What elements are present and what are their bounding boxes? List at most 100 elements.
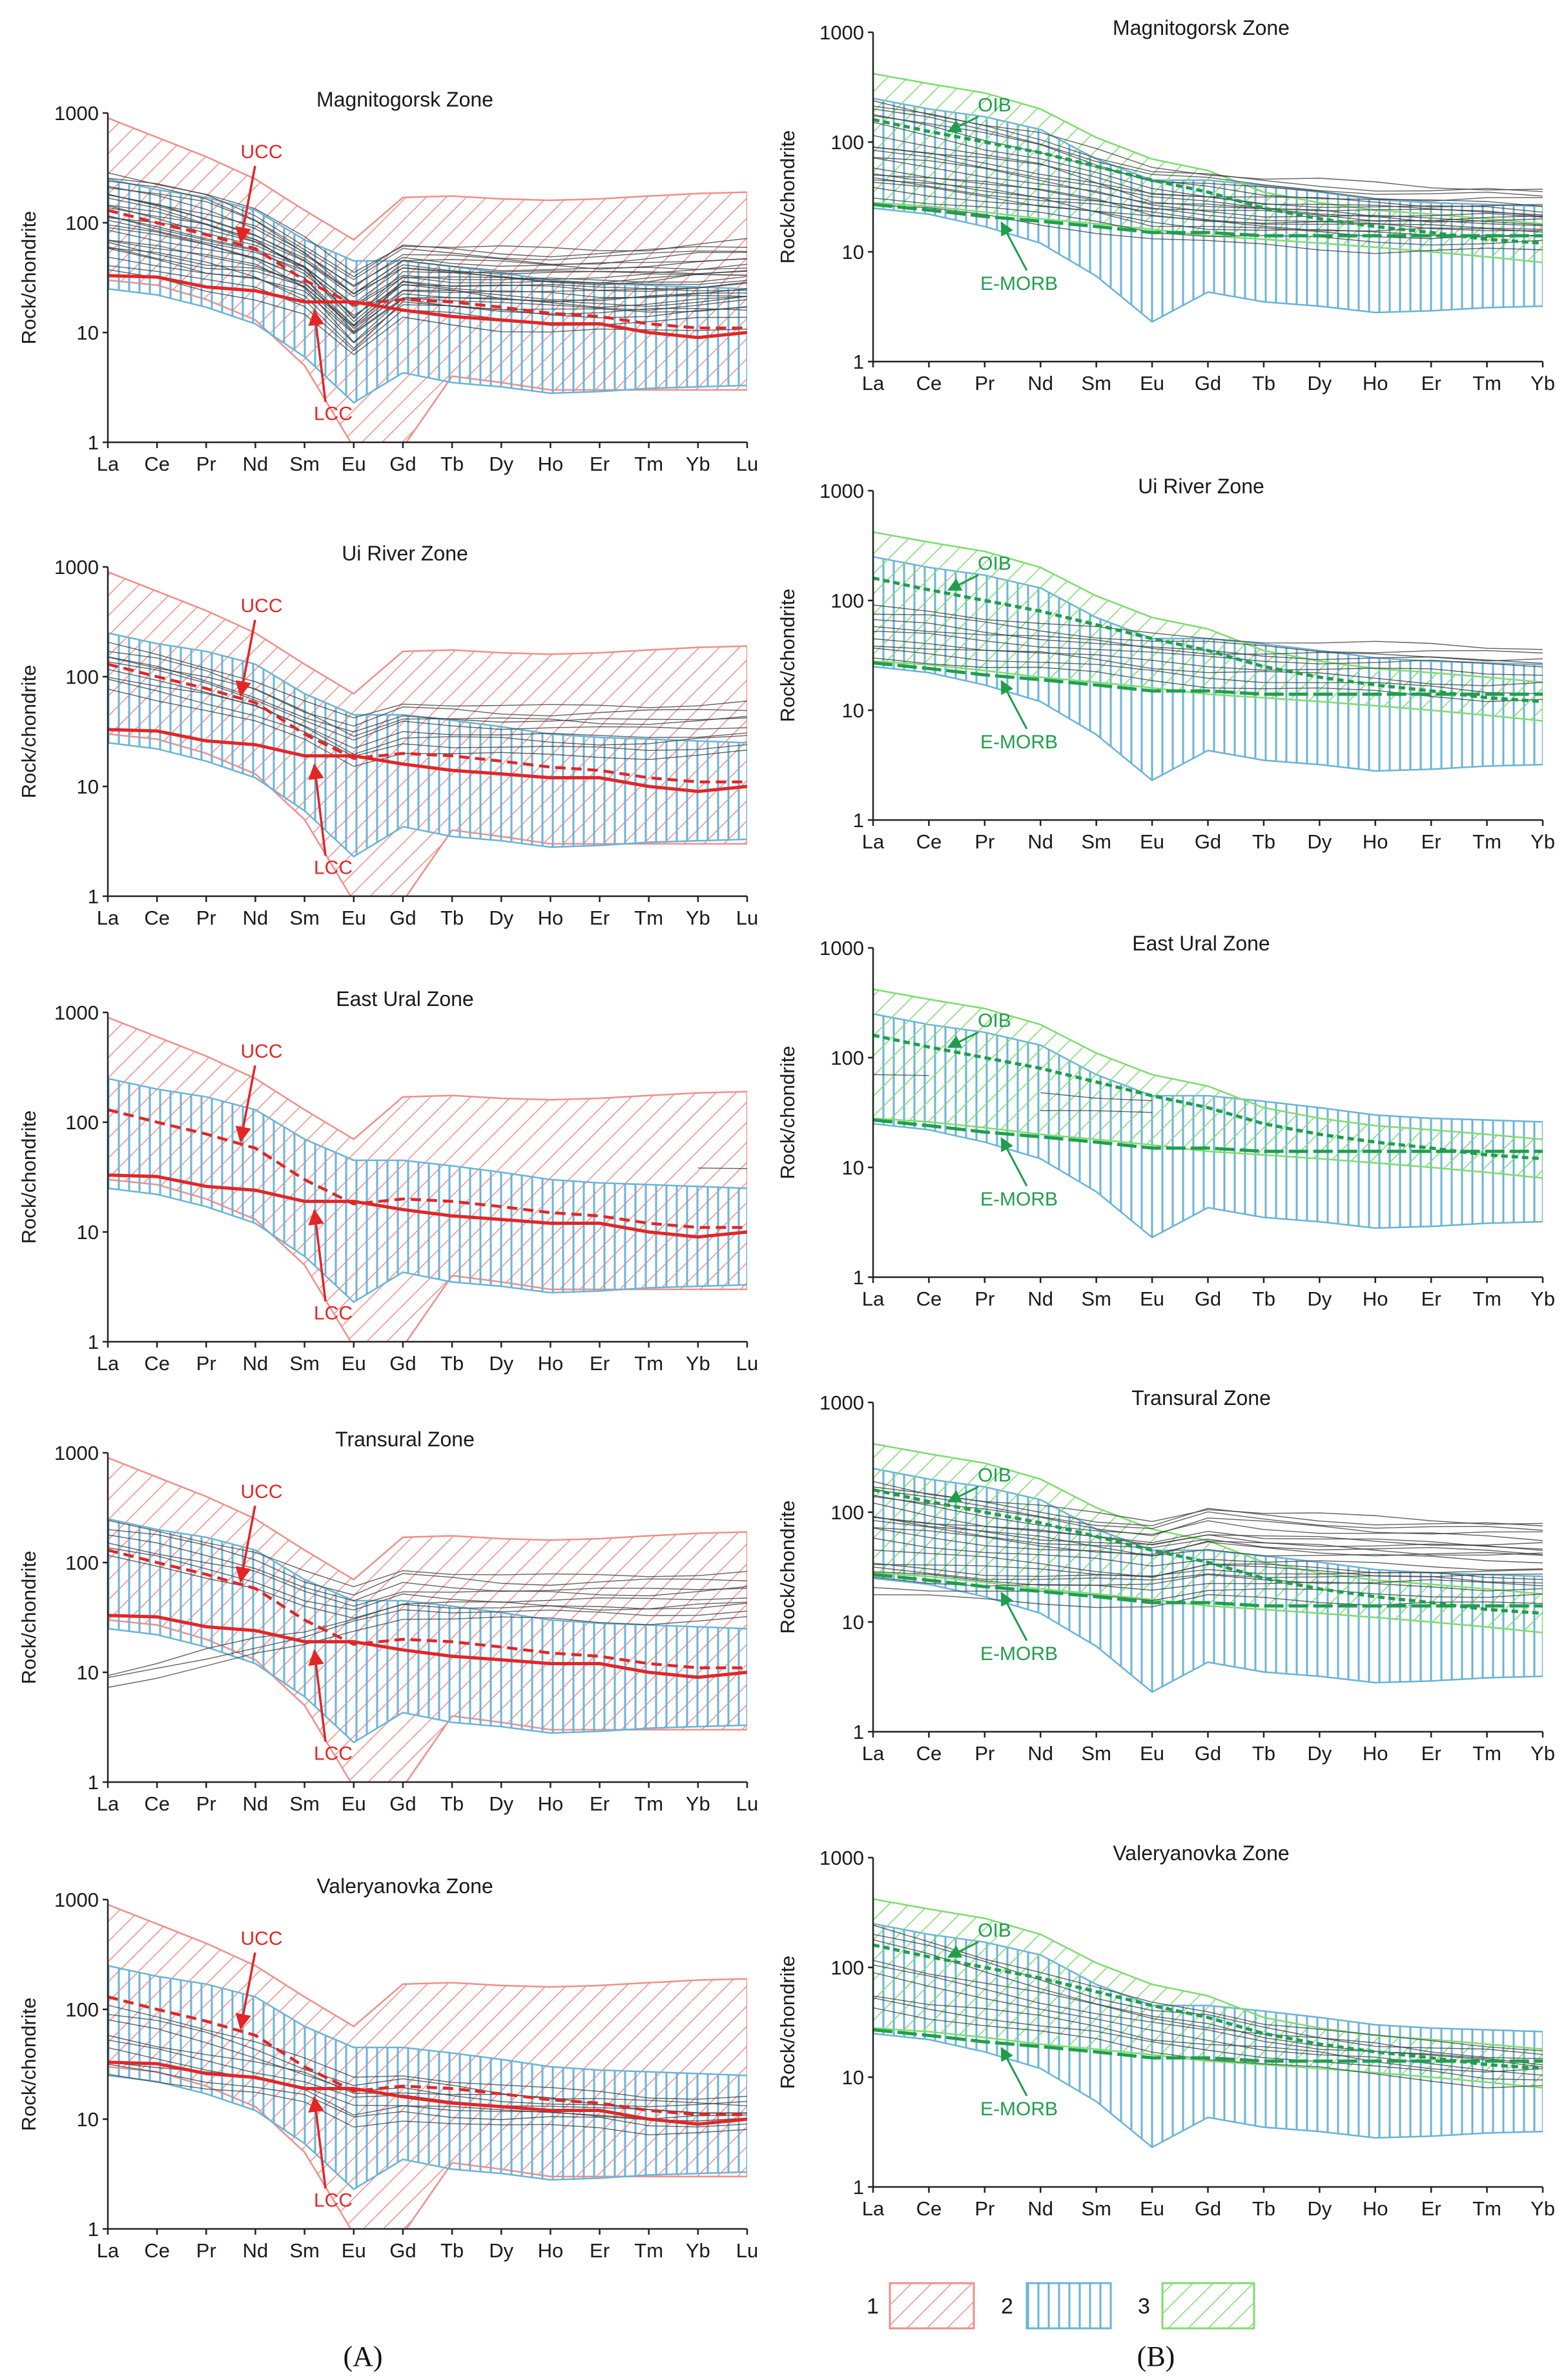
x-tick-label-yb: Yb bbox=[686, 2239, 710, 2262]
x-tick-label-sm: Sm bbox=[289, 1352, 320, 1375]
y-tick-label: 100 bbox=[830, 1956, 864, 1979]
lcc-arrow bbox=[308, 1209, 327, 1302]
x-tick-label-ho: Ho bbox=[538, 2239, 564, 2262]
y-tick-label: 100 bbox=[65, 1111, 99, 1134]
sample-line-b4-2-0 bbox=[873, 1566, 1543, 1584]
sample-line-a2-1-2 bbox=[108, 657, 747, 737]
sample-line-b2-2-1 bbox=[873, 657, 1543, 703]
x-tick-label-nd: Nd bbox=[1027, 1287, 1053, 1310]
y-axis-label: Rock/chondrite bbox=[776, 1046, 799, 1180]
x-tick-label-tm: Tm bbox=[634, 2239, 663, 2262]
panel-title: East Ural Zone bbox=[1132, 932, 1270, 955]
ucc-arrow bbox=[235, 1505, 256, 1583]
oib-arrow bbox=[947, 116, 979, 133]
sample-line-b4-1-1 bbox=[873, 1527, 1543, 1564]
x-tick-label-pr: Pr bbox=[974, 1742, 994, 1765]
lcc-curve-a3 bbox=[108, 1173, 747, 1239]
emorb-curve-b4 bbox=[873, 1573, 1543, 1608]
x-tick-label-tb: Tb bbox=[440, 1792, 464, 1815]
x-tick-label-sm: Sm bbox=[289, 453, 320, 475]
x-tick-label-gd: Gd bbox=[1195, 830, 1221, 853]
x-tick-label-tm: Tm bbox=[1472, 372, 1501, 395]
panel-a2: 1 10 100 1000 La Ce Pr Nd Sm Eu Gd Tb Dy Ho Er Tm Yb Lu Ro… bbox=[17, 542, 758, 929]
x-tick-label-ce: Ce bbox=[916, 1742, 942, 1765]
sample-line-b1-2-5 bbox=[873, 181, 1543, 233]
oib-curve-b4 bbox=[873, 1488, 1543, 1616]
x-tick-label-nd: Nd bbox=[243, 907, 269, 929]
panel-title: Valeryanovka Zone bbox=[316, 1874, 493, 1898]
lcc-arrow bbox=[308, 2096, 327, 2189]
ucc-curve-a2 bbox=[108, 662, 747, 784]
oib-curve-b2 bbox=[873, 576, 1543, 704]
sample-line-a1-1-6 bbox=[108, 194, 747, 294]
field-2-blue-a5 bbox=[108, 1965, 747, 2191]
x-tick-label-lu: Lu bbox=[736, 453, 758, 475]
x-tick-label-ho: Ho bbox=[538, 1352, 564, 1375]
x-tick-label-sm: Sm bbox=[1081, 372, 1111, 395]
y-tick-label: 1 bbox=[88, 2218, 99, 2241]
x-tick-label-pr: Pr bbox=[974, 1287, 994, 1310]
y-axis-label: Rock/chondrite bbox=[776, 130, 799, 264]
panel-b4-plot-area bbox=[873, 1442, 1543, 1694]
panel-a1-axes: 1 10 100 1000 La Ce Pr Nd Sm Eu Gd Tb Dy Ho Er Tm Yb Lu Ro… bbox=[17, 102, 758, 475]
emorb-curve-b1 bbox=[873, 203, 1543, 238]
panel-b2-axes: 1 10 100 1000 La Ce Pr Nd Sm Eu Gd Tb Dy Ho Er Tm Yb Rock… bbox=[776, 480, 1555, 853]
x-tick-label-eu: Eu bbox=[342, 907, 366, 929]
emorb-label: E-MORB bbox=[980, 273, 1058, 294]
oib-curve-b3 bbox=[873, 1033, 1543, 1161]
panel-title: Transural Zone bbox=[335, 1428, 475, 1451]
lcc-curve-a2 bbox=[108, 728, 747, 794]
lcc-label: LCC bbox=[314, 2190, 353, 2211]
panel-b5: 1 10 100 1000 La Ce Pr Nd Sm Eu Gd Tb Dy Ho Er Tm Yb Rock… bbox=[776, 1841, 1555, 2220]
x-tick-label-gd: Gd bbox=[1195, 1287, 1221, 1310]
sample-line-b5-0-1 bbox=[873, 1939, 1543, 2066]
y-tick-label: 10 bbox=[842, 241, 864, 263]
y-tick-label: 1 bbox=[853, 809, 864, 832]
x-tick-label-eu: Eu bbox=[342, 1792, 366, 1815]
sample-line-a5-2-0 bbox=[108, 2064, 747, 2128]
x-tick-label-ce: Ce bbox=[144, 907, 170, 929]
oib-arrow bbox=[947, 1941, 979, 1958]
lcc-arrow bbox=[308, 309, 327, 402]
x-tick-label-er: Er bbox=[1421, 830, 1441, 853]
sample-line-a1-1-3 bbox=[108, 194, 747, 295]
oib-label: OIB bbox=[978, 1465, 1011, 1486]
sample-line-b1-0-4 bbox=[873, 135, 1543, 223]
x-tick-label-tb: Tb bbox=[1252, 1742, 1275, 1765]
panel-a3-axes: 1 10 100 1000 La Ce Pr Nd Sm Eu Gd Tb Dy Ho Er Tm Yb Lu Ro… bbox=[17, 1001, 758, 1375]
x-tick-label-ce: Ce bbox=[916, 1287, 942, 1310]
oib-label: OIB bbox=[978, 553, 1011, 575]
x-tick-label-ce: Ce bbox=[144, 1352, 170, 1375]
ucc-label: UCC bbox=[241, 141, 283, 163]
y-tick-label: 10 bbox=[842, 2066, 864, 2089]
ucc-arrow bbox=[235, 1952, 256, 2030]
x-tick-label-eu: Eu bbox=[342, 453, 366, 475]
sample-line-a4-2-1 bbox=[108, 1616, 747, 1688]
sample-line-a1-2-3 bbox=[108, 217, 747, 320]
sample-line-a4-1-2 bbox=[108, 1543, 747, 1607]
y-tick-label: 100 bbox=[830, 1501, 864, 1524]
panel-label-a: (A) bbox=[343, 2341, 382, 2372]
emorb-arrow bbox=[1000, 2046, 1028, 2097]
sample-line-b1-1-0 bbox=[873, 150, 1543, 218]
sample-line-a4-0-0 bbox=[108, 1529, 747, 1595]
x-tick-label-pr: Pr bbox=[196, 907, 216, 929]
sample-line-b4-0-6 bbox=[873, 1486, 1543, 1526]
sample-line-a1-1-1 bbox=[108, 205, 747, 306]
ucc-curve-a3 bbox=[108, 1108, 747, 1229]
x-tick-label-er: Er bbox=[1421, 1287, 1441, 1310]
panel-b3-plot-area bbox=[873, 988, 1543, 1239]
x-tick-label-tb: Tb bbox=[1252, 2197, 1275, 2220]
x-tick-label-eu: Eu bbox=[1140, 372, 1164, 395]
sample-line-a1-0-5 bbox=[108, 187, 747, 287]
x-tick-label-er: Er bbox=[1421, 1742, 1441, 1765]
field-2-blue-a3 bbox=[108, 1078, 747, 1304]
lcc-label: LCC bbox=[314, 1743, 353, 1764]
ucc-label: UCC bbox=[241, 1481, 283, 1503]
panel-title: Transural Zone bbox=[1131, 1386, 1271, 1410]
x-tick-label-tb: Tb bbox=[440, 453, 464, 475]
y-tick-label: 100 bbox=[830, 131, 864, 154]
x-tick-label-er: Er bbox=[590, 1792, 610, 1815]
x-tick-label-pr: Pr bbox=[196, 1792, 216, 1815]
x-tick-label-ho: Ho bbox=[1363, 2197, 1388, 2220]
